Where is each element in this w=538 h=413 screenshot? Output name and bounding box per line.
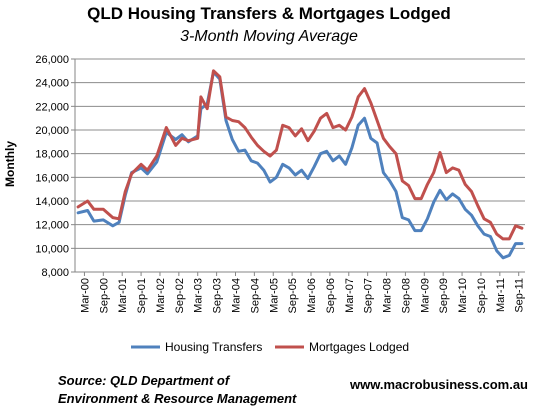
x-tick-label: Mar-05 (268, 278, 280, 313)
x-tick-label: Sep-02 (174, 278, 186, 313)
source-line-2: Environment & Resource Management (58, 391, 297, 406)
x-tick-label: Sep-04 (249, 278, 261, 313)
gridlines (75, 58, 525, 249)
y-axis-label: Monthly (3, 141, 17, 187)
y-tick-label: 14,000 (35, 196, 69, 208)
x-tick-label: Mar-04 (230, 278, 242, 313)
y-tick-label: 8,000 (41, 267, 69, 279)
y-tick-label: 22,000 (35, 101, 69, 113)
series (76, 69, 524, 260)
y-tick-label: 16,000 (35, 172, 69, 184)
x-tick-label: Mar-08 (382, 278, 394, 313)
x-tick-label: Sep-00 (98, 278, 110, 313)
y-tick-label: 12,000 (35, 220, 69, 232)
x-tick-label: Sep-06 (325, 278, 337, 313)
x-tick-label: Mar-09 (419, 278, 431, 313)
x-tick-label: Mar-11 (495, 278, 507, 312)
x-axis-ticks: Mar-00 Sep-00 Mar-01 Sep-01 Mar-02 Sep-02 Mar-… (79, 272, 526, 313)
legend-label-housing-transfers: Housing Transfers (165, 340, 262, 354)
legend: Housing Transfers Mortgages Lodged (131, 340, 409, 354)
y-tick-label: 26,000 (35, 54, 69, 66)
x-tick-label: Sep-03 (212, 278, 224, 313)
chart-title: QLD Housing Transfers & Mortgages Lodged (87, 4, 451, 23)
x-tick-label: Sep-05 (287, 278, 299, 313)
chart-subtitle: 3-Month Moving Average (180, 28, 358, 45)
y-tick-label: 18,000 (35, 149, 69, 161)
x-tick-label: Mar-07 (344, 278, 356, 313)
x-tick-label: Mar-00 (79, 278, 91, 313)
series-line-housing-transfers (76, 70, 524, 260)
series-line-mortgages-lodged (76, 69, 524, 241)
source-line-1: Source: QLD Department of (58, 373, 231, 388)
x-tick-label: Mar-02 (155, 278, 167, 313)
x-tick-label: Mar-01 (117, 278, 129, 313)
x-tick-label: Sep-09 (438, 278, 450, 313)
y-axis-ticks: 8,000 10,000 12,000 14,000 16,000 18,000 20,00… (35, 54, 75, 279)
y-tick-label: 10,000 (35, 243, 69, 255)
x-tick-label: Sep-11 (514, 278, 526, 313)
x-tick-label: Mar-06 (306, 278, 318, 313)
x-tick-label: Sep-07 (363, 278, 375, 313)
y-tick-label: 20,000 (35, 125, 69, 137)
x-tick-label: Sep-10 (476, 278, 488, 313)
x-tick-label: Sep-01 (136, 278, 148, 313)
x-tick-label: Sep-08 (400, 278, 412, 313)
x-tick-label: Mar-10 (457, 278, 469, 313)
x-tick-label: Mar-03 (193, 278, 205, 313)
legend-label-mortgages-lodged: Mortgages Lodged (309, 340, 409, 354)
website-url: www.macrobusiness.com.au (349, 377, 528, 392)
y-tick-label: 24,000 (35, 78, 69, 90)
axes (74, 59, 525, 273)
